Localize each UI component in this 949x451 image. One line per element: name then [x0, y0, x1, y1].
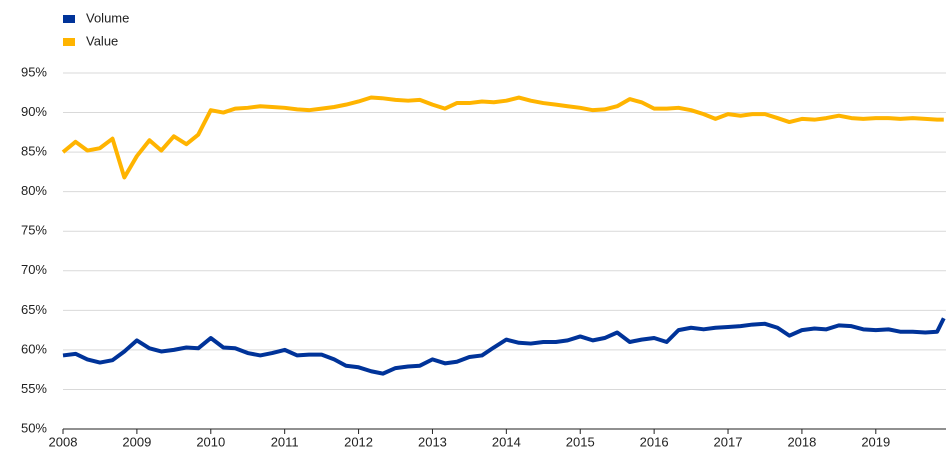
- x-tick-label: 2016: [640, 434, 669, 449]
- line-series: [61, 95, 944, 180]
- x-tick-label: 2008: [49, 434, 78, 449]
- legend-swatch: [63, 38, 75, 46]
- x-tick-label: 2018: [787, 434, 816, 449]
- x-tick-label: 2010: [196, 434, 225, 449]
- y-tick-label: 55%: [21, 381, 47, 396]
- x-tick-label: 2011: [271, 434, 299, 449]
- y-tick-label: 90%: [21, 104, 47, 119]
- y-tick-label: 60%: [21, 341, 47, 356]
- legend-swatch: [63, 15, 75, 23]
- y-tick-label: 80%: [21, 183, 47, 198]
- x-tick-label: 2015: [566, 434, 595, 449]
- legend-label: Volume: [86, 10, 129, 25]
- x-tick-label: 2017: [714, 434, 743, 449]
- x-tick-label: 2013: [418, 434, 447, 449]
- x-tick-label: 2019: [861, 434, 890, 449]
- y-tick-label: 95%: [21, 64, 47, 79]
- x-tick-label: 2012: [344, 434, 373, 449]
- y-tick-label: 85%: [21, 144, 47, 159]
- y-tick-label: 70%: [21, 262, 47, 277]
- line-series: [62, 317, 946, 376]
- x-tick-label: 2009: [122, 434, 151, 449]
- y-tick-label: 75%: [21, 223, 47, 238]
- x-tick-label: 2014: [492, 434, 521, 449]
- y-tick-label: 65%: [21, 302, 47, 317]
- legend-label: Value: [86, 33, 118, 48]
- y-tick-label: 50%: [21, 420, 47, 435]
